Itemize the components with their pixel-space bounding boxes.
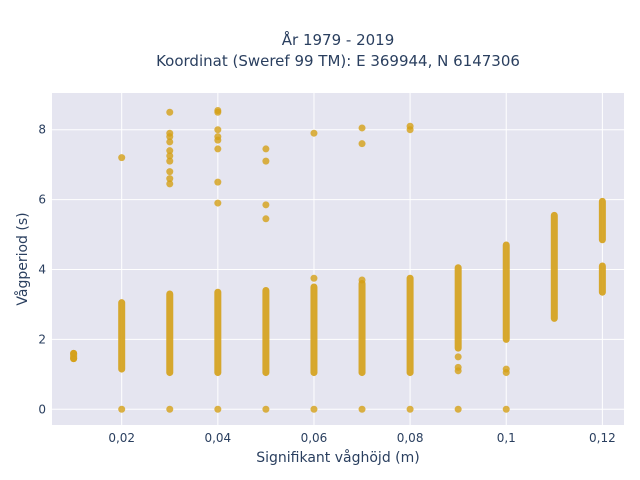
x-tick-label: 0,1 xyxy=(497,431,516,445)
data-point xyxy=(358,124,366,132)
y-tick-label: 4 xyxy=(38,262,46,276)
data-point xyxy=(406,126,414,134)
data-point xyxy=(166,147,174,155)
data-point xyxy=(166,168,174,176)
data-point xyxy=(454,367,462,375)
data-point xyxy=(310,274,318,282)
x-tick-label: 0,02 xyxy=(108,431,135,445)
plot-area xyxy=(52,93,624,425)
x-axis-title: Signifikant våghöjd (m) xyxy=(256,449,419,466)
data-points xyxy=(70,106,606,413)
data-point xyxy=(70,349,78,357)
x-tick-label: 0,06 xyxy=(301,431,328,445)
data-point xyxy=(214,108,222,116)
y-tick-label: 8 xyxy=(38,123,46,137)
data-point xyxy=(502,405,510,413)
data-point xyxy=(502,369,510,377)
data-point xyxy=(262,157,270,165)
chart-title-line-1: År 1979 - 2019 xyxy=(282,30,395,49)
data-point xyxy=(262,201,270,209)
data-point xyxy=(358,140,366,148)
y-tick-label: 6 xyxy=(38,193,46,207)
data-point xyxy=(166,175,174,183)
data-point xyxy=(214,405,222,413)
data-point xyxy=(166,180,174,188)
data-point xyxy=(214,199,222,207)
data-point xyxy=(262,215,270,223)
data-point xyxy=(454,353,462,361)
data-point xyxy=(358,405,366,413)
y-tick-label: 2 xyxy=(38,332,46,346)
y-axis-title: Vågperiod (s) xyxy=(14,212,31,305)
data-point xyxy=(214,136,222,144)
data-point xyxy=(166,108,174,116)
data-point xyxy=(214,178,222,186)
data-point xyxy=(310,405,318,413)
data-point xyxy=(214,126,222,134)
tick-labels: 0,02 0,04 0,06 0,08 0,1 0,12 0 2 4 6 8 xyxy=(38,123,615,445)
data-point xyxy=(454,405,462,413)
data-point xyxy=(166,405,174,413)
x-tick-label: 0,04 xyxy=(204,431,231,445)
data-point xyxy=(118,405,126,413)
chart-title-line-2: Koordinat (Sweref 99 TM): E 369944, N 61… xyxy=(156,52,520,70)
data-point xyxy=(70,355,78,363)
data-point xyxy=(118,154,126,162)
data-point xyxy=(262,405,270,413)
data-point xyxy=(166,152,174,160)
data-point xyxy=(262,145,270,153)
data-point xyxy=(166,157,174,165)
data-point xyxy=(358,276,366,284)
data-point xyxy=(166,138,174,146)
data-point xyxy=(310,129,318,137)
data-point xyxy=(214,145,222,153)
data-point xyxy=(166,133,174,141)
y-tick-label: 0 xyxy=(38,402,46,416)
x-tick-label: 0,12 xyxy=(589,431,616,445)
x-tick-label: 0,08 xyxy=(397,431,424,445)
data-point xyxy=(406,405,414,413)
